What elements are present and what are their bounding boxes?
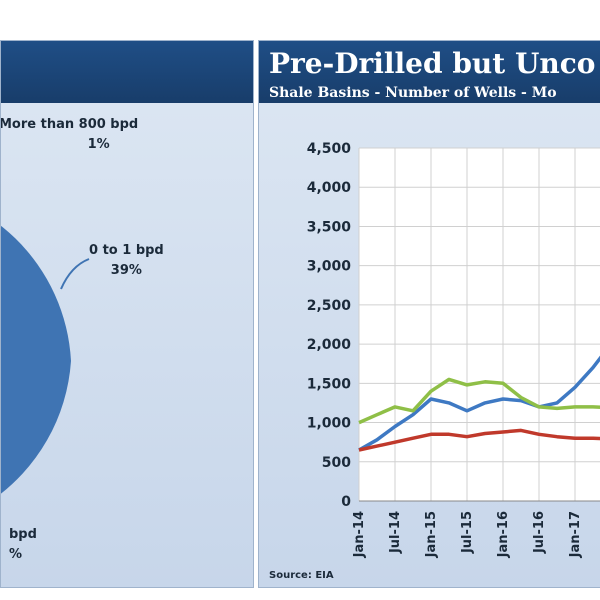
x-tick-label: Jul-14	[388, 511, 403, 554]
y-tick-label: 1,500	[307, 376, 352, 392]
pie-label-partial: bpd %	[9, 527, 37, 562]
chart-subtitle: Shale Basins - Number of Wells - Mo	[269, 85, 557, 101]
y-tick-label: 500	[322, 455, 351, 471]
series-line-2	[358, 377, 600, 425]
chart-title: Pre-Drilled but Unco	[269, 47, 596, 80]
y-tick-label: 1,000	[307, 416, 352, 432]
series-line-3	[358, 428, 600, 452]
pie-slice-large	[1, 225, 71, 494]
line-chart-svg: 0 500 1,000 1,500 2,000 2,500 3,000 3,500 4,000 4…	[307, 141, 600, 558]
x-tick-label: Jan-14	[352, 511, 367, 558]
pie-label-zero-to-one: 0 to 1 bpd 39%	[89, 243, 164, 278]
y-tick-label: 0	[341, 494, 351, 510]
pie-leader-line	[60, 258, 90, 290]
pie-label-more-than-800: More than 800 bpd 1%	[0, 117, 139, 152]
pie-chart-svg	[1, 225, 90, 494]
y-tick-label: 4,500	[307, 141, 352, 157]
pie-chart-banner	[1, 41, 253, 103]
y-tick-label: 2,000	[307, 337, 352, 353]
x-tick-label: Jan-15	[424, 511, 439, 558]
y-tick-label: 4,000	[307, 180, 352, 196]
x-tick-label: Jul-15	[460, 511, 475, 554]
x-tick-label: Jan-17	[568, 511, 583, 558]
series-line-1	[358, 355, 600, 452]
y-tick-label: 3,500	[307, 219, 352, 235]
y-tick-label: 2,500	[307, 298, 352, 314]
y-tick-label: 3,000	[307, 259, 352, 275]
x-tick-label: Jul-16	[532, 511, 547, 554]
chart-source: Source: EIA	[269, 570, 334, 581]
x-tick-label: Jan-16	[496, 511, 511, 558]
line-chart-panel: Pre-Drilled but Unco Shale Basins - Numb…	[258, 40, 600, 588]
pie-chart-panel: More than 800 bpd 1% 0 to 1 bpd 39% bpd …	[0, 40, 254, 588]
line-chart-banner: Pre-Drilled but Unco Shale Basins - Numb…	[259, 41, 600, 103]
